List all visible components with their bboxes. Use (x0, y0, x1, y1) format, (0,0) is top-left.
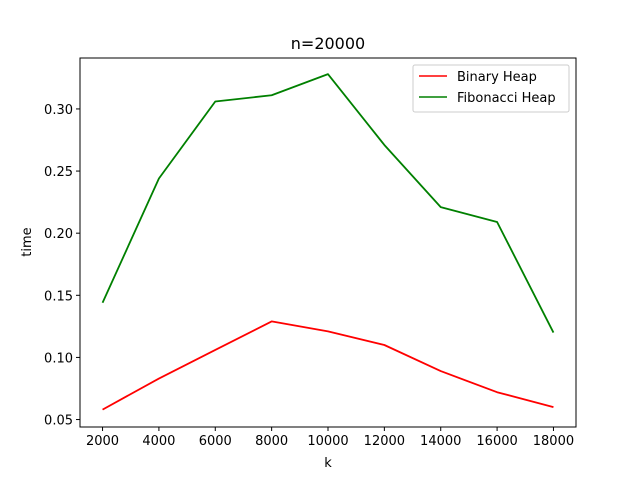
series-line-binary-heap (102, 320, 554, 411)
x-tick-label: 10000 (307, 434, 348, 449)
legend: Binary Heap Fibonacci Heap (412, 64, 570, 113)
y-axis-label: time (20, 227, 35, 256)
x-tick-label: 8000 (255, 434, 288, 449)
chart-title: n=20000 (291, 34, 365, 53)
x-tick-label: 12000 (364, 434, 405, 449)
legend-frame (412, 64, 570, 113)
x-axis-ticks: 2000 4000 6000 8000 10000 12000 14000 16000 1800… (86, 427, 574, 449)
x-tick-label: 18000 (533, 434, 574, 449)
series-line-fibonacci-heap (101, 73, 555, 333)
y-tick-label: 0.25 (44, 165, 73, 180)
legend-label-fibonacci-heap: Fibonacci Heap (457, 91, 556, 106)
y-tick-label: 0.05 (44, 414, 73, 429)
plot-area: 2000 4000 6000 8000 10000 12000 14000 16000 1800… (44, 57, 577, 449)
legend-label-binary-heap: Binary Heap (457, 70, 537, 85)
x-tick-label: 2000 (86, 434, 119, 449)
x-axis-label: k (324, 456, 332, 471)
x-tick-label: 4000 (142, 434, 175, 449)
y-axis-ticks: 0.05 0.10 0.15 0.20 0.25 0.30 (44, 103, 80, 429)
series-lines (101, 73, 555, 411)
y-tick-label: 0.30 (44, 103, 73, 118)
y-tick-label: 0.20 (44, 227, 73, 242)
y-tick-label: 0.10 (44, 351, 73, 366)
y-tick-label: 0.15 (44, 289, 73, 304)
x-tick-label: 16000 (476, 434, 517, 449)
x-tick-label: 14000 (420, 434, 461, 449)
x-tick-label: 6000 (199, 434, 232, 449)
